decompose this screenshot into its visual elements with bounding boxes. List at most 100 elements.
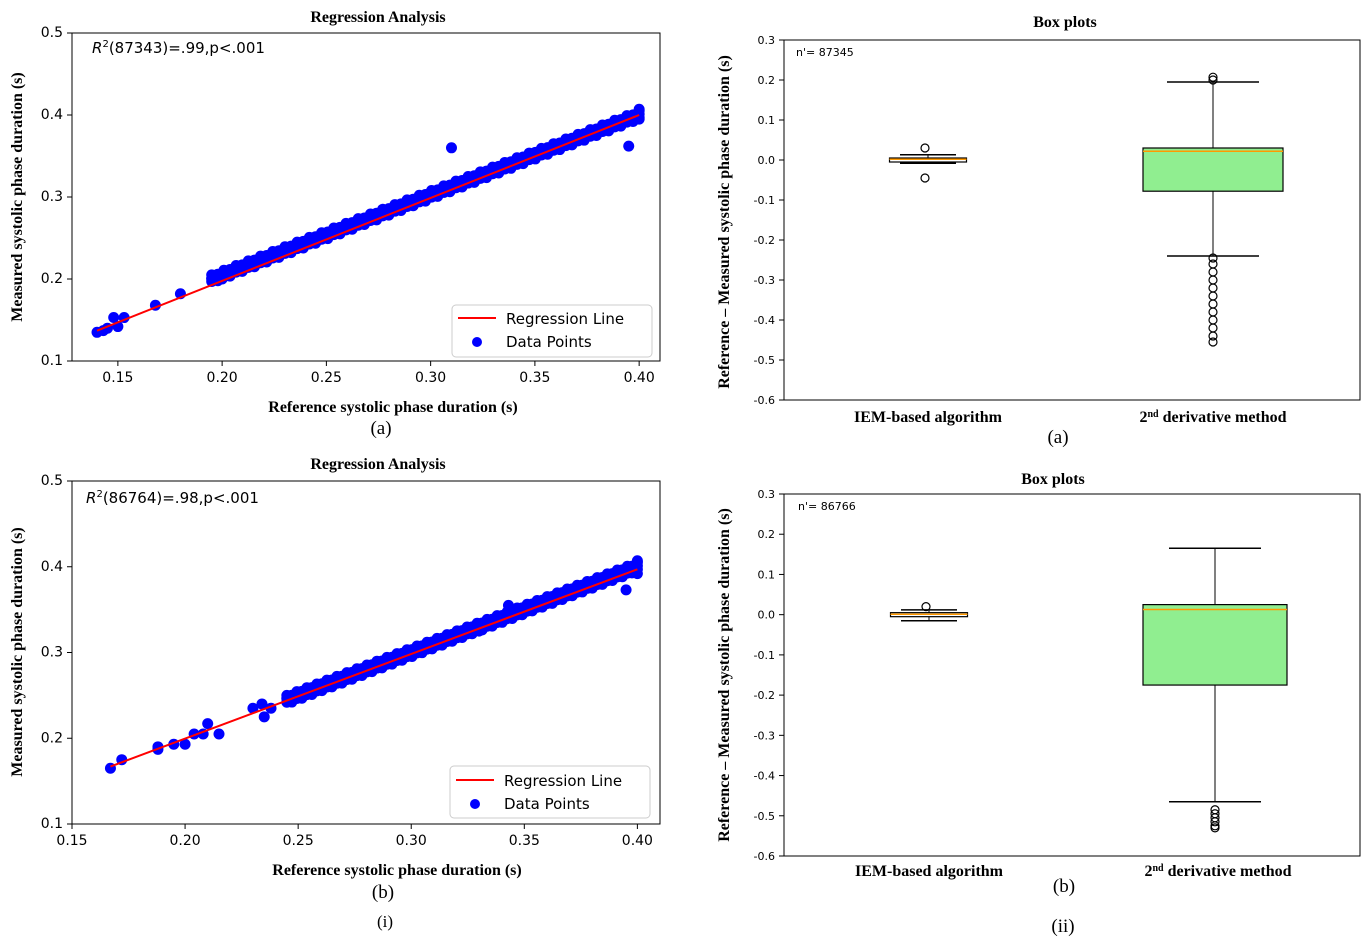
legend: Regression Line Data Points [451, 304, 653, 358]
y-tick-label: 0.1 [758, 568, 776, 581]
y-tick-labels: 0.1 0.2 0.3 0.4 0.5 [41, 473, 72, 832]
data-point [631, 555, 643, 567]
legend-label-points: Data Points [504, 795, 590, 813]
x-tick-label: 0.15 [56, 833, 87, 849]
outlier-point [1208, 323, 1218, 333]
outlier-point [1208, 259, 1218, 269]
box [888, 157, 968, 163]
legend-box [451, 304, 653, 358]
y-tick-label: 0.3 [41, 645, 63, 661]
category-label-iem: IEM-based algorithm [855, 863, 1004, 880]
y-tick-label: 0.1 [41, 816, 63, 832]
subfigure-caption: (b) [1053, 876, 1075, 897]
box-plot-chart-b: Box plots 0.3 0.2 0.1 0.0 -0.1 -0.2 -0.3 -0.4 -0… [716, 471, 1361, 897]
y-axis-label: Reference – Measured systolic phase dura… [716, 508, 733, 842]
y-tick-label: 0.2 [41, 271, 63, 287]
figure-caption-left: (i) [377, 912, 393, 931]
x-tick-label: 0.25 [311, 370, 342, 386]
y-tick-label: -0.1 [754, 649, 775, 662]
y-tick-label: 0.2 [41, 730, 63, 746]
outlier-point [920, 173, 930, 183]
outlier-point [1208, 275, 1218, 285]
legend-point-swatch [470, 799, 480, 809]
boxes [888, 72, 1284, 347]
y-tick-label: -0.3 [754, 729, 775, 742]
outlier-point [920, 143, 930, 153]
y-tick-label: 0.2 [758, 74, 776, 87]
regression-line [96, 114, 640, 332]
y-tick-label: -0.6 [754, 394, 775, 407]
r2-annotation: R2(87343)=.99,p<.001 [92, 39, 265, 57]
x-tick-label: 0.35 [509, 833, 540, 849]
data-point [108, 312, 120, 324]
data-point [206, 273, 218, 285]
x-tick-labels: 0.15 0.20 0.25 0.30 0.35 0.40 [56, 824, 653, 849]
n-label: n'= 87345 [796, 46, 854, 59]
legend: Regression Line Data Points [449, 765, 651, 819]
y-tick-label: 0.0 [758, 609, 776, 622]
y-tick-label: 0.0 [758, 154, 776, 167]
plot-frame [783, 39, 1361, 401]
data-band [206, 105, 645, 287]
data-point [256, 698, 268, 710]
subfigure-caption: (b) [372, 882, 394, 903]
y-tick-label: 0.3 [758, 34, 776, 47]
legend-label-points: Data Points [506, 333, 592, 351]
data-point [502, 599, 514, 611]
y-tick-label: -0.4 [754, 314, 775, 327]
x-tick-labels: 0.15 0.20 0.25 0.30 0.35 0.40 [102, 361, 655, 386]
regression-line [110, 568, 638, 768]
data-band [281, 556, 643, 708]
y-tick-labels: 0.1 0.2 0.3 0.4 0.5 [41, 25, 72, 369]
data-point [202, 718, 214, 730]
data-point [445, 142, 457, 154]
y-tick-label: 0.4 [41, 107, 63, 123]
y-tick-label: 0.1 [758, 114, 776, 127]
n-label: n'= 86766 [798, 500, 856, 513]
regression-chart-a: Regression Analysis 0.15 0.20 0.25 0.30 0.35… [9, 9, 661, 439]
figure-caption-right: (ii) [1051, 916, 1074, 937]
y-tick-labels: 0.3 0.2 0.1 0.0 -0.1 -0.2 -0.3 -0.4 -0.5 -0.6 [754, 34, 784, 407]
outlier-point [1208, 331, 1218, 341]
x-tick-label: 0.20 [169, 833, 200, 849]
legend-point-swatch [472, 337, 482, 347]
data-point [213, 728, 225, 740]
plot-frame [783, 493, 1361, 857]
y-tick-label: -0.5 [754, 810, 775, 823]
x-tick-label: 0.25 [283, 833, 314, 849]
data-point [258, 711, 270, 723]
legend-label-regression: Regression Line [504, 772, 622, 790]
x-axis-label: Reference systolic phase duration (s) [268, 399, 517, 416]
outlier-point [1208, 267, 1218, 277]
x-tick-label: 0.20 [207, 370, 238, 386]
y-tick-label: -0.4 [754, 770, 775, 783]
outlier-point [1208, 307, 1218, 317]
outlier-point [1208, 299, 1218, 309]
y-axis-label: Measured systolic phase duration (s) [9, 527, 26, 777]
data-point [633, 103, 645, 115]
outlier-point [1208, 253, 1218, 263]
subfigure-caption: (a) [1047, 427, 1068, 448]
outlier-point [1208, 72, 1218, 82]
x-tick-label: 0.30 [415, 370, 446, 386]
boxes [889, 547, 1288, 833]
chart-title: Regression Analysis [310, 456, 445, 473]
x-axis-label: Reference systolic phase duration (s) [272, 862, 521, 879]
y-tick-label: 0.1 [41, 353, 63, 369]
legend-label-regression: Regression Line [506, 310, 624, 328]
subfigure-caption: (a) [370, 418, 391, 439]
y-tick-label: 0.3 [41, 189, 63, 205]
y-tick-labels: 0.3 0.2 0.1 0.0 -0.1 -0.2 -0.3 -0.4 -0.5 -0.6 [754, 488, 784, 863]
data-point [623, 140, 635, 152]
y-tick-label: 0.4 [41, 559, 63, 575]
outlier-point [1208, 315, 1218, 325]
outlier-point [1210, 823, 1220, 833]
outlier-point [1210, 817, 1220, 827]
outlier-point [1208, 337, 1218, 347]
data-point [247, 702, 259, 714]
box [1142, 147, 1284, 192]
data-point [620, 584, 632, 596]
box-plot-chart-a: Box plots 0.3 0.2 0.1 0.0 -0.1 -0.2 -0.3 -0.4 -0… [716, 14, 1361, 448]
y-tick-label: -0.5 [754, 354, 775, 367]
